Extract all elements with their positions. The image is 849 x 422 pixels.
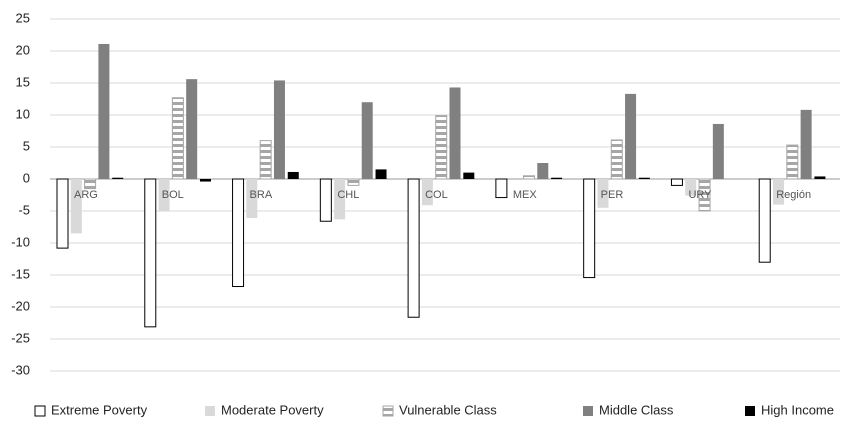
bar <box>758 178 771 263</box>
bar <box>670 178 683 186</box>
bar <box>685 179 697 196</box>
bar <box>171 97 184 180</box>
legend-label: Moderate Poverty <box>221 402 324 417</box>
bar <box>698 178 711 212</box>
legend-swatch <box>205 406 215 416</box>
y-tick-label: -5 <box>18 202 30 217</box>
bar <box>638 177 650 179</box>
y-tick-label: 10 <box>16 106 30 121</box>
y-tick-label: -30 <box>11 362 30 377</box>
y-tick-label: 15 <box>16 74 30 89</box>
bar <box>583 178 596 279</box>
bar <box>610 139 623 180</box>
bar <box>625 93 637 179</box>
x-tick-label: PER <box>601 189 624 201</box>
bar <box>98 43 110 180</box>
bar <box>246 179 258 219</box>
legend-label: High Income <box>761 402 834 417</box>
y-tick-label: 20 <box>16 42 30 57</box>
y-tick-label: 5 <box>23 138 30 153</box>
legend-label: Vulnerable Class <box>399 402 497 417</box>
bar <box>319 178 332 222</box>
bar <box>259 140 272 180</box>
bar <box>421 179 433 206</box>
legend-label: Extreme Poverty <box>51 402 148 417</box>
bar <box>463 172 475 179</box>
bar <box>522 175 535 180</box>
bar <box>361 102 373 179</box>
bar <box>786 144 799 180</box>
bar <box>112 177 124 179</box>
bar <box>435 115 448 180</box>
bar <box>84 178 97 190</box>
x-tick-label: MEX <box>513 189 538 201</box>
bar <box>347 178 360 186</box>
bar <box>814 176 826 179</box>
bar <box>495 178 508 199</box>
bar <box>232 178 245 288</box>
x-tick-label: ARG <box>74 189 98 201</box>
x-tick-label: Región <box>776 189 811 201</box>
bar <box>375 169 387 179</box>
legend-swatch <box>583 406 593 416</box>
legend-swatch <box>382 405 394 417</box>
legend-label: Middle Class <box>599 402 674 417</box>
x-tick-label: COL <box>425 189 448 201</box>
x-tick-label: BRA <box>250 189 273 201</box>
bar <box>551 177 563 179</box>
y-tick-label: 25 <box>16 10 30 25</box>
y-tick-label: -15 <box>11 266 30 281</box>
legend-swatch <box>34 405 46 417</box>
bar <box>199 179 211 182</box>
bar <box>186 79 198 179</box>
bar <box>597 179 609 208</box>
x-tick-label: URY <box>688 189 712 201</box>
bar <box>800 109 812 179</box>
bar <box>56 178 69 249</box>
bar <box>537 163 549 179</box>
y-tick-label: -25 <box>11 330 30 345</box>
bar <box>712 123 724 179</box>
y-tick-label: -20 <box>11 298 30 313</box>
bar <box>334 179 346 220</box>
bar <box>407 178 420 318</box>
bar <box>70 179 82 234</box>
x-tick-label: CHL <box>337 189 359 201</box>
y-tick-label: -10 <box>11 234 30 249</box>
bar <box>273 80 285 179</box>
bar <box>449 87 461 179</box>
bar <box>158 179 170 211</box>
legend-swatch <box>745 406 755 416</box>
bar <box>287 171 299 179</box>
bar <box>144 178 157 328</box>
x-tick-label: BOL <box>162 189 184 201</box>
y-tick-label: 0 <box>23 170 30 185</box>
bar <box>773 179 785 205</box>
